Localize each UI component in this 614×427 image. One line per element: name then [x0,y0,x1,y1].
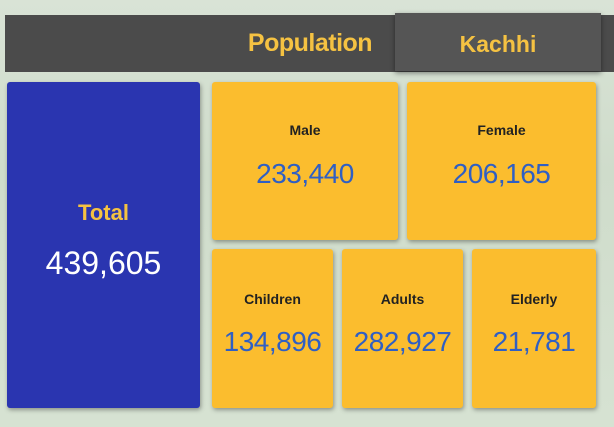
card-value: 233,440 [256,158,354,189]
card-value: 439,605 [45,245,162,281]
card-label: Total [78,200,129,225]
card-label: Elderly [510,291,558,307]
stat-card: Adults 282,927 [342,249,463,408]
card-label: Male [289,122,321,138]
stat-card: Elderly 21,781 [472,249,596,408]
card-label: Children [244,291,301,307]
card-label: Female [477,122,526,138]
header-title: Population [247,29,373,57]
stat-card: Children 134,896 [212,249,333,408]
stat-card: Female 206,165 [407,82,596,240]
card-value: 21,781 [492,326,576,357]
card-label: Adults [380,291,425,307]
card-value: 206,165 [452,158,551,189]
card-value: 134,896 [223,326,322,357]
total-card: Total 439,605 [7,82,200,408]
stat-card: Male 233,440 [212,82,398,240]
region-label: Kachhi [395,13,601,71]
card-value: 282,927 [353,326,452,357]
